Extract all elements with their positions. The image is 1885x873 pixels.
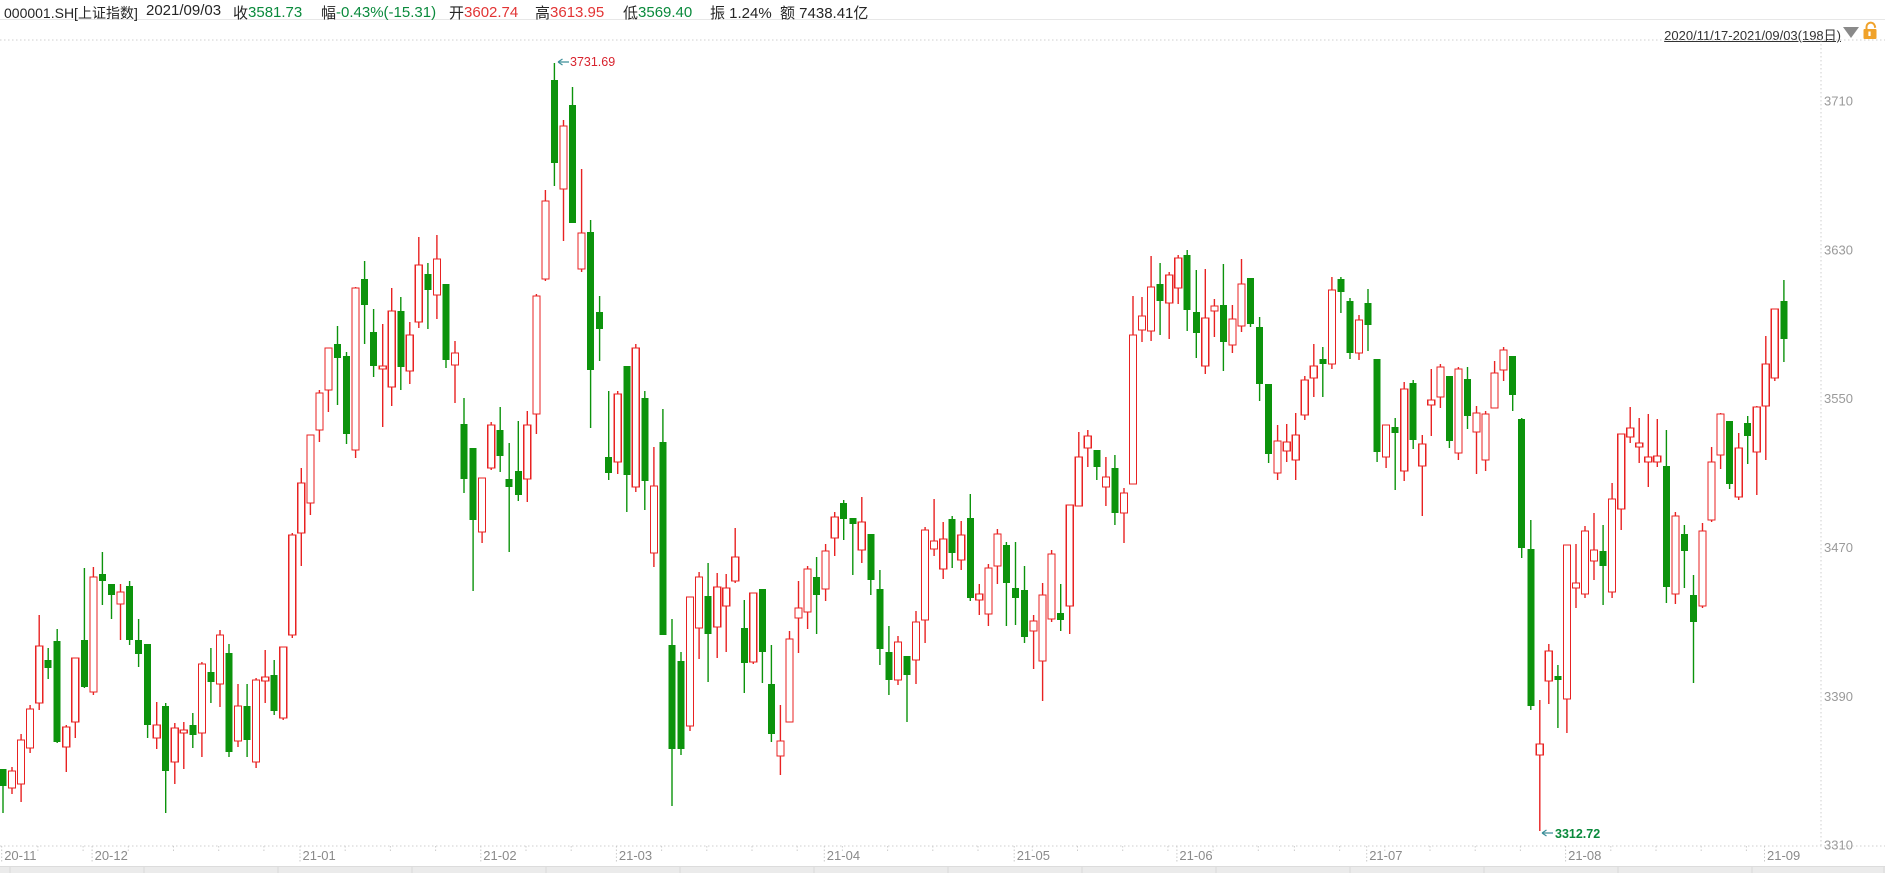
svg-text:21-04: 21-04 (827, 848, 860, 863)
svg-text:21-02: 21-02 (483, 848, 516, 863)
svg-text:21-05: 21-05 (1017, 848, 1050, 863)
svg-text:3312.72: 3312.72 (1555, 827, 1600, 841)
svg-text:20-11: 20-11 (4, 848, 36, 863)
svg-text:21-01: 21-01 (303, 848, 336, 863)
svg-text:3310: 3310 (1824, 838, 1853, 853)
svg-text:3731.69: 3731.69 (570, 55, 615, 69)
svg-text:21-06: 21-06 (1179, 848, 1212, 863)
svg-text:3550: 3550 (1824, 391, 1853, 406)
svg-text:21-07: 21-07 (1369, 848, 1402, 863)
svg-text:3630: 3630 (1824, 242, 1853, 257)
svg-text:21-08: 21-08 (1568, 848, 1601, 863)
svg-text:3710: 3710 (1824, 94, 1853, 109)
svg-text:20-12: 20-12 (95, 848, 128, 863)
svg-text:21-09: 21-09 (1767, 848, 1800, 863)
svg-text:3390: 3390 (1824, 689, 1853, 704)
svg-text:21-03: 21-03 (619, 848, 652, 863)
svg-text:3470: 3470 (1824, 540, 1853, 555)
